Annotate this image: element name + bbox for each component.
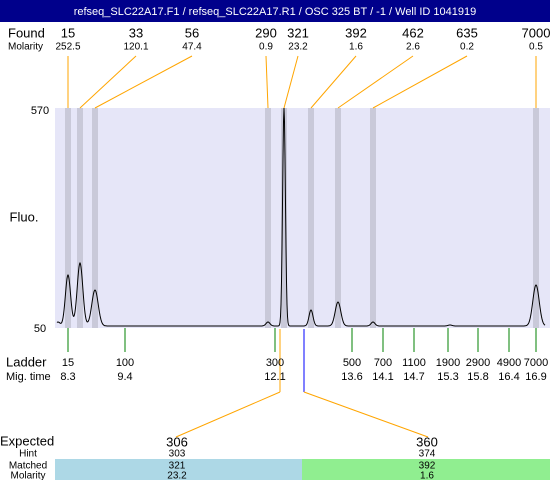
found-label: Found [8,25,45,40]
matched-molarity: 23.2 [167,471,187,480]
mig-time: 16.9 [525,371,546,383]
peak-connector [265,55,269,109]
mig-time-label: Mig. time [6,371,51,383]
ladder-size: 7000 [524,357,548,369]
trace [56,107,546,327]
ladder-size: 700 [374,357,392,369]
found-molarity: 252.5 [55,42,80,53]
peak-band [92,108,98,328]
mig-time: 12.1 [264,371,285,383]
peak-connector [79,55,137,109]
matched-size: 321 [169,461,186,472]
y-max-label: 570 [31,105,49,117]
found-size: 33 [129,25,143,40]
found-molarity: 2.6 [406,42,420,53]
mig-time: 13.6 [341,371,362,383]
ladder-size: 100 [116,357,134,369]
mig-time: 16.4 [498,371,519,383]
found-size: 15 [61,25,75,40]
ladder-size: 300 [266,357,284,369]
matched-band-1 [55,459,302,480]
found-molarity: 1.6 [349,42,363,53]
peak-band [265,108,271,328]
mig-time: 15.3 [437,371,458,383]
peak-band [533,108,539,328]
peak-band [335,108,341,328]
expected-size: 306 [166,434,188,449]
ladder-size: 15 [62,357,74,369]
matched-band-2 [302,459,550,480]
found-molarity: 0.5 [529,42,543,53]
found-size: 290 [255,25,277,40]
peak-band [77,108,83,328]
found-size: 56 [185,25,199,40]
molarity-label: Molarity [8,42,43,53]
expected-label: Expected [0,433,54,448]
hint-size: 374 [419,449,436,460]
mig-time: 8.3 [60,371,75,383]
ladder-label: Ladder [6,354,47,369]
peak-connector [337,55,414,109]
found-molarity: 0.2 [460,42,474,53]
peak-band [370,108,376,328]
peak-connector [372,55,468,109]
mig-time: 14.7 [403,371,424,383]
ladder-size: 1900 [436,357,460,369]
found-size: 635 [456,25,478,40]
connector [175,391,281,438]
peak-band [65,108,71,328]
found-size: 7000 [522,25,550,40]
matched-size: 392 [419,461,436,472]
found-size: 321 [287,25,309,40]
hint-label: Hint [19,449,37,460]
found-molarity: 0.9 [259,42,273,53]
y-min-label: 50 [34,323,46,335]
found-size: 392 [345,25,367,40]
molarity-label: Molarity [10,471,45,480]
ladder-size: 500 [343,357,361,369]
found-size: 462 [402,25,424,40]
mig-time: 15.8 [467,371,488,383]
peak-connector [310,55,357,109]
connector [303,391,429,438]
ladder-size: 1100 [402,357,426,369]
ladder-size: 4900 [497,357,521,369]
found-molarity: 47.4 [182,42,202,53]
title-bar [0,0,550,22]
peak-connector [283,55,299,109]
found-molarity: 120.1 [123,42,148,53]
matched-label: Matched [9,461,47,472]
ladder-size: 2900 [466,357,490,369]
matched-molarity: 1.6 [420,471,434,480]
found-molarity: 23.2 [288,42,308,53]
plot-area [55,108,550,328]
expected-size: 360 [416,434,438,449]
y-axis-label: Fluo. [10,209,39,224]
peak-band [281,108,287,328]
peak-band [308,108,314,328]
mig-time: 14.1 [372,371,393,383]
hint-size: 303 [169,449,186,460]
title: refseq_SLC22A17.F1 / refseq_SLC22A17.R1 … [74,6,477,18]
mig-time: 9.4 [117,371,132,383]
peak-connector [94,55,193,109]
